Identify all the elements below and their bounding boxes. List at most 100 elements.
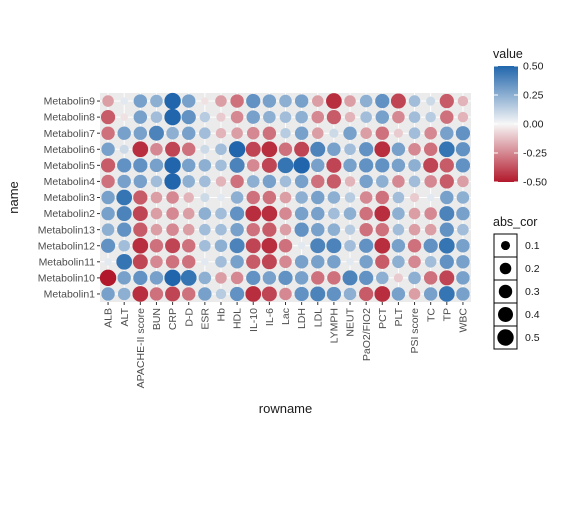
data-point — [423, 287, 438, 301]
data-point — [408, 271, 421, 285]
data-point — [456, 255, 470, 269]
data-point — [344, 143, 356, 156]
data-point — [392, 191, 405, 204]
data-point — [359, 191, 373, 204]
data-point — [182, 287, 196, 301]
data-point — [424, 207, 437, 220]
data-point — [229, 286, 245, 302]
data-point — [408, 223, 421, 236]
data-point — [199, 239, 211, 252]
data-point — [117, 271, 131, 285]
size-legend-dot — [500, 240, 511, 251]
x-axis-tick-labels: ALB ALT APACHE-II score BUN CRP D-D ESR Hb HDL IL… — [103, 302, 470, 388]
data-point — [149, 287, 164, 301]
data-point — [311, 206, 325, 221]
data-point — [216, 112, 226, 122]
data-point — [408, 95, 421, 107]
data-point — [165, 141, 181, 157]
data-point — [182, 223, 195, 236]
data-point — [104, 258, 112, 266]
data-point — [439, 270, 455, 286]
data-point — [246, 175, 260, 188]
data-point — [215, 207, 227, 220]
data-point — [375, 158, 390, 173]
y-tick-label: Metabolin4 — [44, 176, 96, 188]
data-point — [150, 94, 163, 108]
data-point — [327, 271, 341, 285]
data-point — [245, 205, 262, 222]
data-point — [279, 175, 292, 188]
size-legend-title: abs_cor — [493, 215, 537, 229]
data-point — [408, 175, 421, 188]
data-point — [199, 223, 211, 236]
data-point — [150, 143, 163, 156]
data-point — [150, 111, 163, 123]
data-point — [294, 94, 309, 108]
data-point — [327, 191, 341, 204]
x-tick-label: ESR — [199, 308, 211, 330]
data-point — [183, 192, 194, 203]
data-point — [343, 126, 357, 140]
data-point — [297, 242, 306, 250]
data-point — [294, 286, 309, 302]
data-point — [310, 141, 326, 157]
data-point — [199, 111, 211, 123]
x-tick-label: HDL — [232, 308, 244, 329]
data-point — [149, 239, 164, 253]
data-point — [278, 239, 293, 253]
data-point — [262, 126, 277, 140]
data-point — [166, 223, 179, 236]
data-point — [230, 191, 244, 204]
data-point — [295, 110, 308, 124]
data-point — [164, 269, 181, 287]
data-point — [117, 174, 131, 189]
data-point — [375, 93, 390, 109]
color-legend-ticks: 0.50 0.25 0.00 -0.25 -0.50 — [494, 61, 547, 189]
data-point — [215, 95, 227, 107]
data-point — [182, 255, 196, 269]
data-point — [438, 237, 455, 254]
data-point — [426, 96, 436, 106]
data-point — [132, 206, 148, 222]
x-tick-label: LDL — [312, 308, 324, 327]
data-point — [246, 270, 261, 286]
x-tick-label: ALB — [103, 308, 115, 328]
data-point — [342, 270, 358, 286]
data-point — [327, 142, 341, 156]
data-point — [165, 286, 181, 302]
data-point — [263, 110, 276, 124]
data-point — [119, 144, 129, 154]
data-point — [215, 223, 227, 236]
data-point — [164, 157, 181, 174]
data-point — [440, 126, 454, 140]
data-point — [279, 223, 292, 236]
y-axis-tick-labels: Metabolin9 Metabolin8 Metabolin7 Metabolin6… — [38, 96, 100, 301]
data-point — [246, 159, 260, 172]
data-point — [311, 222, 325, 237]
data-point — [424, 256, 437, 268]
data-point — [344, 95, 356, 107]
data-point — [215, 143, 227, 156]
size-legend-label: 0.3 — [525, 286, 540, 298]
data-point — [294, 206, 309, 221]
data-point — [215, 127, 227, 139]
data-point — [359, 286, 374, 302]
data-point — [246, 110, 260, 124]
data-point — [182, 175, 195, 188]
size-legend-label: 0.1 — [525, 240, 540, 252]
data-point — [440, 110, 454, 124]
data-point — [200, 192, 210, 203]
data-point — [423, 157, 439, 173]
data-point — [326, 174, 342, 189]
data-point — [164, 173, 181, 190]
data-point — [182, 239, 196, 253]
data-point — [164, 92, 181, 110]
data-point — [279, 207, 292, 220]
data-point — [217, 193, 225, 202]
data-point — [343, 207, 357, 220]
data-point — [310, 238, 326, 254]
y-axis-title: name — [6, 181, 21, 214]
color-legend-label: -0.50 — [523, 177, 547, 189]
data-point — [246, 190, 260, 205]
data-point — [149, 158, 164, 173]
